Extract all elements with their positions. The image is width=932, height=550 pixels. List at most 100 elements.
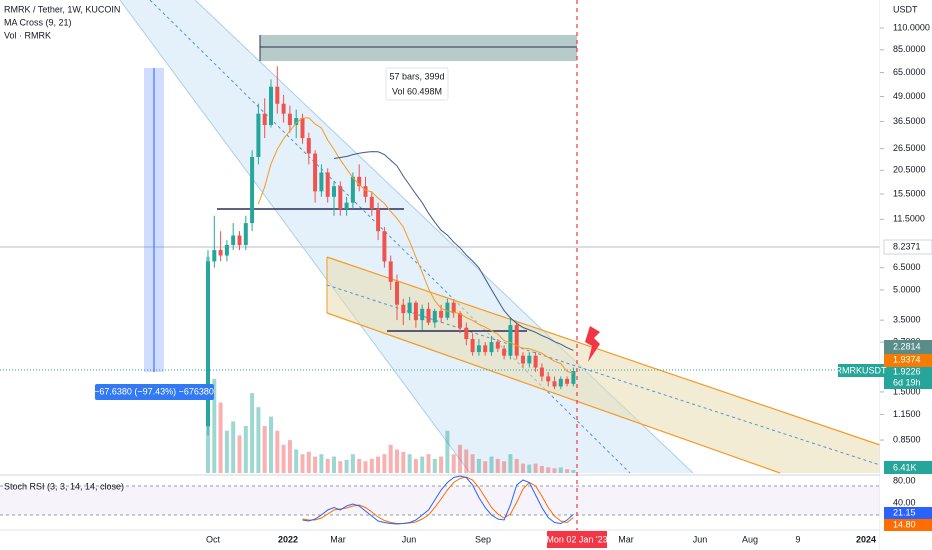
time-label: Mar: [618, 534, 634, 544]
volume-bar: [300, 454, 305, 473]
volume-bar: [319, 454, 324, 473]
volume-bar: [231, 421, 236, 473]
volume-bar: [287, 440, 292, 473]
price-tick-label: 49.0000: [893, 91, 926, 101]
symbol-tag-text: RMRKUSDT: [836, 365, 888, 375]
indicator-title: MA Cross (9, 21): [4, 17, 72, 27]
volume-bar: [224, 430, 229, 473]
k-tag-text: 21.15: [893, 507, 916, 517]
candle-body: [470, 339, 475, 353]
volume-bar: [212, 379, 217, 473]
volume-bar: [439, 456, 444, 473]
volume-bar: [350, 454, 355, 473]
candle-body: [558, 378, 563, 387]
candle-body: [514, 325, 519, 356]
candle-body: [275, 86, 280, 104]
moving-average: [257, 117, 574, 374]
axis-group: 110.0000 85.0000 65.0000 49.0000 36.5000 26.5…: [880, 22, 930, 444]
volume-bar: [502, 461, 507, 473]
candle-body: [363, 186, 368, 197]
candle-body: [565, 378, 570, 384]
time-label: Jun: [693, 534, 708, 544]
date-range-tooltip: [385, 67, 449, 101]
price-tick-label: 0.8500: [893, 434, 921, 444]
volume-bar: [357, 458, 362, 473]
volume-bar: [325, 458, 330, 473]
volume-bar: [533, 463, 538, 473]
volume-bar: [376, 456, 381, 473]
volume-bar: [332, 456, 336, 473]
candle-body: [464, 327, 469, 340]
candle-body: [420, 308, 425, 321]
candle-body: [401, 304, 406, 314]
volume-bar: [470, 454, 475, 473]
volume-tag-text: 6.41K: [893, 462, 917, 472]
time-label: 2022: [278, 534, 298, 544]
volume-tag: [884, 461, 932, 474]
volume-bar: [262, 426, 267, 473]
candle-body: [325, 172, 330, 197]
price-tick-label: 5.0000: [893, 284, 921, 294]
volume-bar: [294, 449, 299, 473]
volume-bar: [401, 451, 406, 473]
candle-body: [382, 231, 387, 262]
candle-body: [432, 310, 437, 323]
candle-body: [552, 381, 557, 387]
candle-body: [262, 113, 267, 126]
time-label: Sep: [475, 534, 491, 544]
volume-bar: [382, 454, 387, 473]
candle-body: [338, 186, 343, 209]
volume-label: Vol 60.498M: [392, 86, 442, 96]
volume-bar: [281, 444, 286, 473]
candle-body: [269, 86, 273, 126]
time-label: 9: [795, 534, 800, 544]
candle-body: [445, 302, 450, 318]
price-tick-label: 15.5000: [893, 188, 926, 198]
candle-body: [319, 172, 324, 192]
price-tick-label: 36.5000: [893, 116, 926, 126]
moving-average: [333, 151, 574, 351]
level-tag: [883, 239, 932, 255]
candle-body: [306, 138, 311, 154]
last-tag-text: 1.9226: [893, 366, 921, 376]
candle-body: [476, 345, 481, 353]
volume-bar: [539, 465, 544, 473]
volume-bar: [445, 430, 450, 473]
candle-body: [237, 235, 242, 245]
volume-bar: [237, 435, 242, 473]
candle-body: [250, 156, 255, 224]
channel-center: [149, 0, 631, 474]
candle-body: [489, 342, 494, 353]
orange-line: [326, 312, 781, 474]
currency-label: USDT: [893, 4, 918, 14]
volume-bar: [571, 469, 576, 473]
change-label: −67.6380 (−97.43%) −676380: [94, 386, 214, 396]
last-tag: [884, 367, 932, 389]
candle-body: [413, 302, 418, 321]
candle-body: [206, 261, 210, 427]
volume-bar: [243, 426, 248, 473]
volume-bar: [558, 467, 563, 473]
orange-channel-fill: [327, 257, 880, 473]
price-tick-label: 20.5000: [893, 165, 926, 175]
volume-bar: [546, 467, 551, 473]
price-tick-label: 85.0000: [893, 44, 926, 54]
candle-body: [533, 355, 538, 368]
volume-bar: [269, 416, 273, 473]
volume-bar: [508, 454, 513, 473]
price-tick-label: 65.0000: [893, 67, 926, 77]
stoch-title: Stoch RSI (3, 3, 14, 14, close): [4, 481, 124, 491]
candle-body: [287, 113, 292, 126]
volume-bar: [306, 451, 311, 473]
price-tick-label: 6.5000: [893, 262, 921, 272]
bars-label: 57 bars, 399d: [389, 71, 444, 81]
volume-bar: [218, 402, 223, 473]
candle-body: [527, 355, 532, 364]
candle-body: [508, 325, 513, 356]
price-axis: [880, 0, 932, 550]
volume-bar: [420, 456, 425, 473]
stoch-tick: 40.00: [893, 497, 916, 507]
volume-bar: [344, 459, 349, 473]
level-tag-text: 8.2371: [893, 241, 921, 251]
k-tag: [884, 507, 932, 519]
